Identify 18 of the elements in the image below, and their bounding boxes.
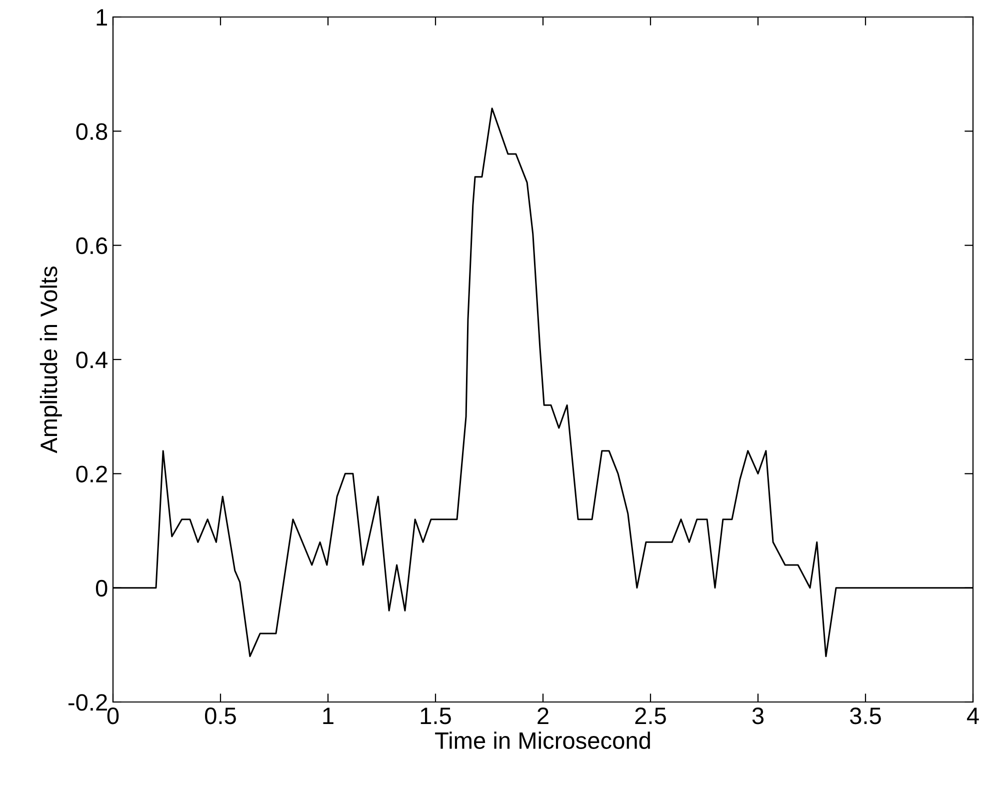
y-tick-label: 0.8: [76, 123, 108, 140]
x-tick-label: 4: [966, 708, 979, 724]
x-tick-label: 1: [323, 708, 334, 724]
x-tick-label: 0: [107, 707, 119, 724]
x-axis-title: Time in Microsecond: [435, 732, 650, 749]
y-tick-label: 1: [96, 9, 107, 26]
y-axis-title: Amplitude in Volts: [40, 266, 62, 454]
y-tick-label: -0.2: [68, 694, 107, 711]
x-tick-label: 3.5: [850, 707, 881, 724]
y-tick-label: 0: [96, 580, 108, 597]
x-tick-label: 2.5: [635, 707, 666, 724]
y-tick-label: 0.6: [76, 237, 108, 254]
x-tick-label: 2: [538, 707, 548, 724]
x-tick-label: 1.5: [420, 708, 451, 724]
y-tick-label: 0.2: [76, 466, 107, 482]
x-tick-label: 3: [752, 707, 764, 724]
x-tick-label: 0.5: [205, 707, 236, 724]
y-tick-label: 0.4: [76, 352, 108, 368]
